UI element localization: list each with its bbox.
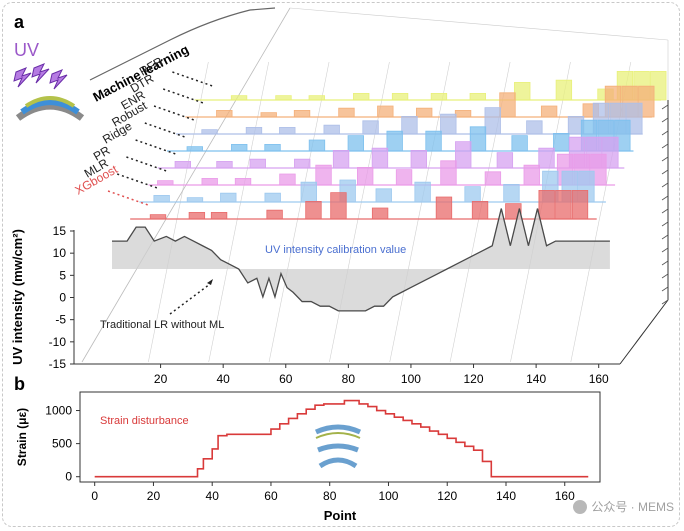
y-axis-label: UV intensity (mw/cm²) bbox=[10, 229, 25, 365]
strain-x-tick-label: 140 bbox=[496, 489, 516, 503]
x-tick-label: 140 bbox=[526, 372, 546, 386]
ridge-dtr bbox=[185, 85, 655, 118]
strain-line bbox=[94, 399, 589, 478]
model-arrow bbox=[144, 122, 186, 138]
strain-x-tick-label: 80 bbox=[323, 489, 337, 503]
sensor-device-icon bbox=[15, 96, 85, 121]
y-tick-label: -5 bbox=[55, 313, 66, 327]
y-tick-label: -15 bbox=[49, 357, 67, 371]
y-tick-label: -10 bbox=[49, 335, 67, 349]
y-tick-label: 5 bbox=[59, 268, 66, 282]
strain-y-axis-label: Strain (με) bbox=[15, 408, 29, 466]
ml-brace bbox=[89, 7, 276, 81]
bending-sensor-icon bbox=[314, 424, 362, 469]
strain-y-tick-label: 1000 bbox=[45, 404, 72, 418]
x-tick-label: 100 bbox=[401, 372, 421, 386]
strain-y-tick-label: 0 bbox=[65, 470, 72, 484]
lightning-icon bbox=[13, 63, 68, 90]
calibration-annotation: UV intensity calibration value bbox=[265, 244, 406, 256]
lr-arrow bbox=[169, 283, 211, 315]
watermark: 公众号 · MEMS bbox=[573, 498, 674, 515]
model-arrow bbox=[153, 105, 195, 121]
ridge-enr bbox=[176, 102, 643, 135]
panel-a-axes: -15 -10 -5 0 5 10 15 20 40 60 80 100 120 140 160 UV int… bbox=[10, 100, 669, 386]
strain-x-tick-label: 120 bbox=[437, 489, 457, 503]
y-tick-label: 0 bbox=[59, 291, 66, 305]
ridge-rfr bbox=[194, 71, 667, 101]
model-arrow bbox=[162, 88, 204, 104]
lr-arrowhead bbox=[207, 279, 213, 285]
model-arrow bbox=[135, 139, 176, 155]
x-tick-label: 120 bbox=[464, 372, 484, 386]
strain-x-tick-label: 160 bbox=[555, 489, 575, 503]
uv-label: UV bbox=[14, 40, 39, 60]
strain-y-tick-label: 500 bbox=[52, 437, 72, 451]
strain-x-tick-label: 40 bbox=[206, 489, 220, 503]
panel-b-label: b bbox=[14, 374, 25, 394]
baseline-series bbox=[112, 208, 610, 312]
lr-line bbox=[112, 208, 610, 312]
ridge-robust bbox=[167, 119, 634, 152]
watermark-text: 公众号 · MEMS bbox=[591, 500, 674, 514]
lr-area bbox=[112, 208, 610, 311]
x-tick-label: 80 bbox=[342, 372, 356, 386]
x-tick-label: 40 bbox=[216, 372, 230, 386]
x-tick-label: 160 bbox=[589, 372, 609, 386]
lr-annotation: Traditional LR without ML bbox=[100, 319, 224, 331]
strain-x-tick-label: 0 bbox=[91, 489, 98, 503]
waterfall-ridges bbox=[130, 71, 667, 220]
model-arrow bbox=[116, 173, 158, 189]
y-tick-label: 15 bbox=[53, 224, 67, 238]
model-arrow bbox=[126, 156, 167, 172]
wechat-icon bbox=[573, 499, 588, 514]
strain-x-tick-label: 100 bbox=[378, 489, 398, 503]
strain-plot-frame bbox=[79, 391, 601, 483]
strain-x-tick-label: 20 bbox=[147, 489, 161, 503]
ridge-xgboost bbox=[130, 190, 597, 220]
panel-a-label: a bbox=[14, 12, 25, 32]
y-tick-label: 10 bbox=[53, 246, 67, 260]
x-tick-label: 20 bbox=[154, 372, 168, 386]
strain-chart: 0 500 1000 0 20 40 60 80 100 120 140 160 Point Strain… bbox=[15, 391, 601, 523]
strain-x-tick-label: 60 bbox=[264, 489, 278, 503]
model-arrow bbox=[172, 71, 213, 87]
strain-x-axis-label: Point bbox=[324, 508, 357, 523]
x-tick-label: 60 bbox=[279, 372, 293, 386]
model-arrow bbox=[107, 190, 149, 206]
strain-annotation: Strain disturbance bbox=[100, 415, 189, 427]
